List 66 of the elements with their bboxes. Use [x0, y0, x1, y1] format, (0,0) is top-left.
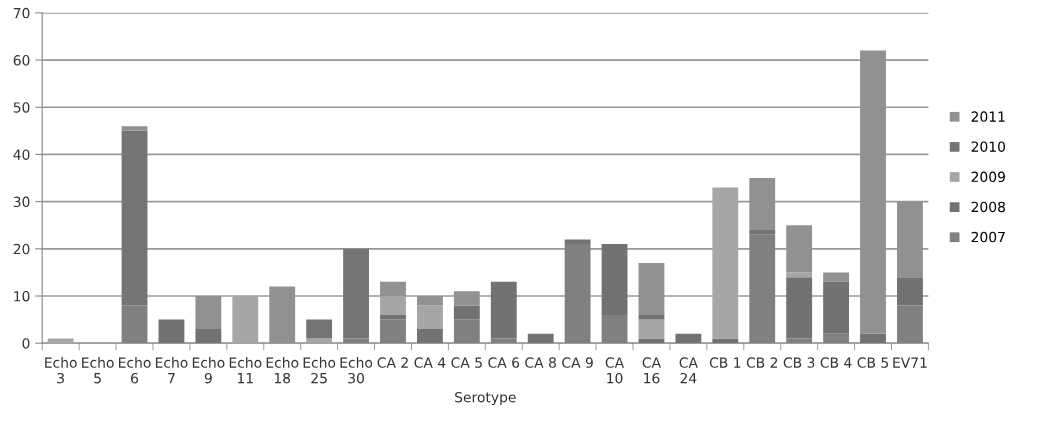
bar	[712, 338, 739, 344]
x-tick-label: CB 5	[857, 357, 889, 368]
x-tick-label: CA 16	[642, 357, 661, 384]
bar	[380, 296, 406, 315]
y-tick-label: 30	[13, 196, 30, 208]
bar	[897, 277, 923, 306]
x-tick-label: CA 5	[451, 357, 482, 368]
legend-label: 2009	[971, 171, 1005, 183]
bar	[786, 277, 813, 339]
x-tick-label: CA 4	[414, 357, 446, 368]
bar	[343, 248, 369, 339]
bar	[823, 281, 850, 334]
y-tick-label: 70	[13, 7, 30, 19]
x-tick-label: CB 1	[709, 357, 741, 368]
bar	[306, 319, 333, 339]
bar	[675, 333, 702, 344]
bar	[416, 305, 443, 330]
y-tick-label: 20	[13, 243, 30, 255]
legend-label: 2010	[971, 141, 1006, 152]
bar	[712, 187, 739, 339]
x-tick-label: CA 9	[562, 357, 593, 368]
y-tick-label: 10	[14, 290, 30, 302]
x-tick-label: EV71	[893, 357, 927, 368]
y-tick-label: 0	[22, 338, 30, 349]
x-tick-label: Echo 11	[229, 357, 262, 384]
x-axis-title: Serotype	[455, 391, 516, 406]
x-tick-label: Echo 30	[340, 357, 373, 384]
bar	[380, 314, 406, 320]
bar	[453, 305, 480, 320]
bar	[416, 329, 443, 344]
x-tick-label: CB 4	[820, 357, 852, 368]
bar	[601, 244, 628, 315]
bar	[195, 329, 222, 344]
x-tick-label: CA 24	[679, 357, 698, 384]
x-tick-label: CB 3	[783, 357, 815, 368]
bar	[786, 272, 813, 278]
bar	[232, 296, 259, 344]
y-tick-label: 60	[13, 55, 30, 66]
x-tick-label: CA 6	[488, 357, 520, 368]
x-tick-label: Echo 3	[45, 357, 77, 384]
y-tick-label: 50	[13, 102, 30, 113]
x-tick-label: Echo 18	[266, 357, 299, 384]
legend-label: 2008	[971, 201, 1005, 213]
x-tick-label: CA 8	[525, 357, 556, 368]
bar	[638, 319, 665, 339]
bar	[158, 319, 185, 344]
x-tick-label: Echo 6	[119, 357, 151, 384]
legend-label: 2007	[971, 231, 1005, 243]
x-tick-label: CA 10	[605, 357, 625, 384]
bar	[638, 314, 665, 320]
x-tick-label: Echo 5	[82, 357, 114, 384]
x-tick-label: CB 2	[746, 357, 778, 368]
bar	[638, 338, 665, 344]
bar	[823, 272, 850, 282]
bar	[490, 281, 517, 339]
legend-label: 2011	[971, 111, 1005, 122]
x-tick-label: Echo 7	[155, 357, 188, 384]
x-tick-label: Echo 9	[192, 357, 225, 384]
bar	[47, 338, 74, 344]
bar	[121, 126, 148, 131]
y-tick-label: 40	[13, 149, 30, 160]
x-tick-label: Echo 25	[303, 357, 336, 384]
x-tick-label: CA 2	[377, 357, 408, 368]
bar	[306, 338, 333, 344]
bar	[527, 333, 554, 344]
bar	[860, 333, 886, 344]
